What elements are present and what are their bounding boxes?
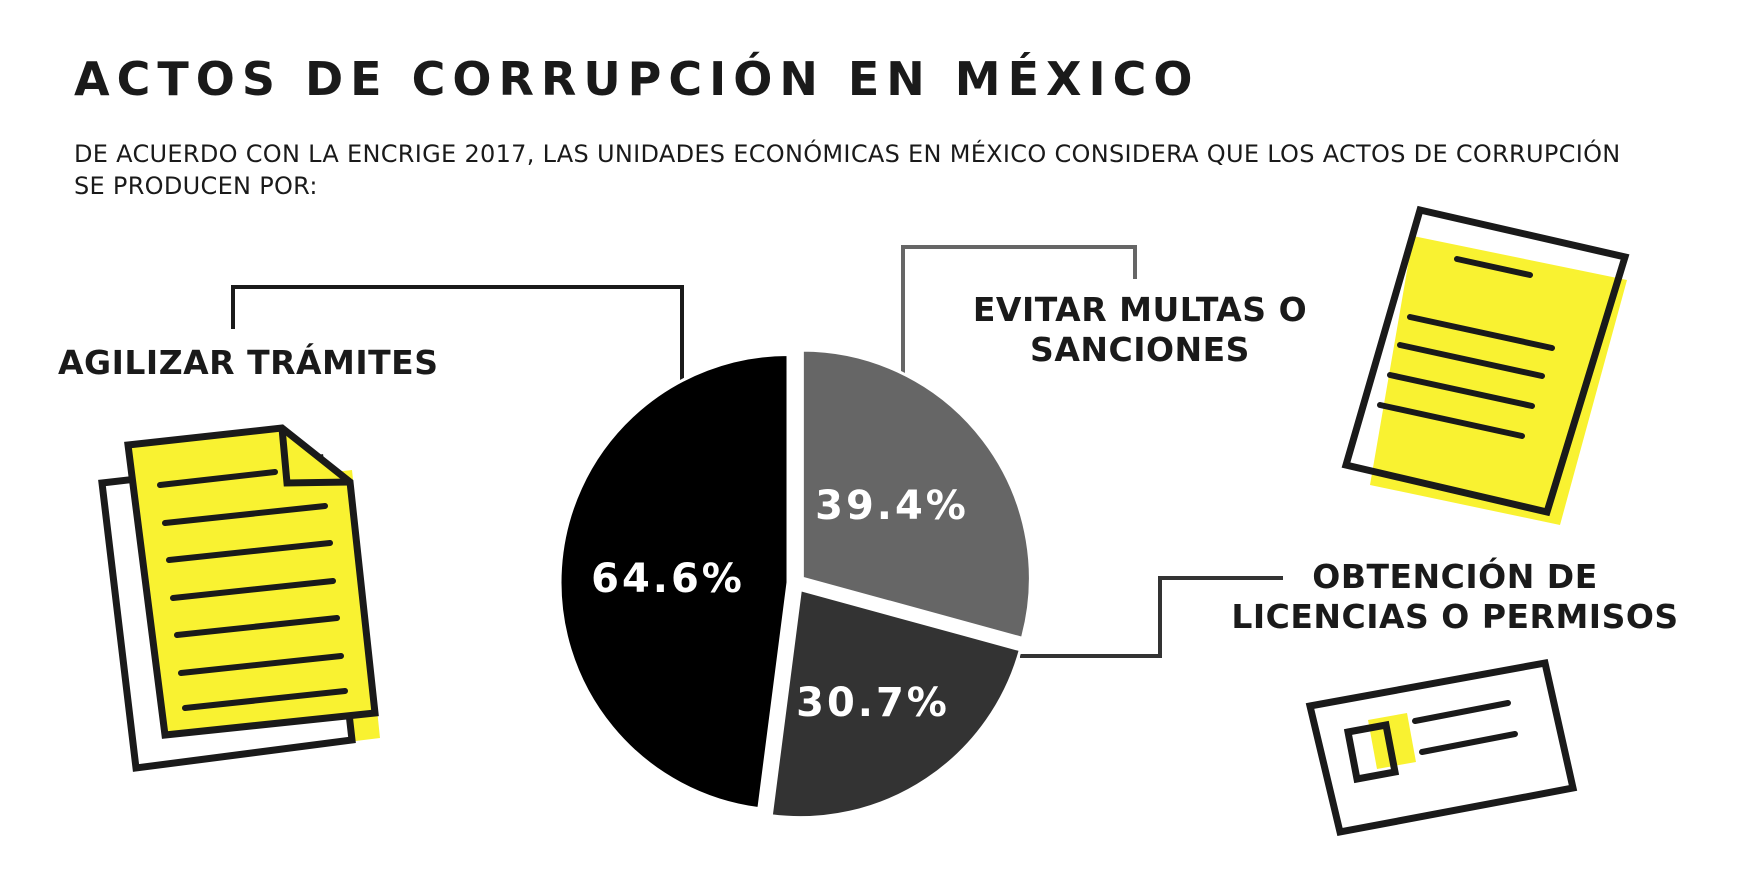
leader-line-obtencion — [1020, 576, 1283, 658]
label-evitar-multas: EVITAR MULTAS O SANCIONES — [960, 290, 1320, 370]
label-evitar-line-2: SANCIONES — [1030, 330, 1250, 369]
label-evitar-line-1: EVITAR MULTAS O — [972, 290, 1308, 329]
pie-slice-evitar — [800, 348, 1032, 641]
leader-line-agilizar — [231, 285, 684, 390]
pie-chart: 64.6% 39.4% 30.7% — [558, 348, 1032, 820]
label-obtencion-line-1: OBTENCIÓN DE — [1312, 557, 1598, 596]
id-card-icon — [1305, 658, 1578, 837]
stacked-documents-icon — [98, 424, 380, 772]
pie-slice-agilizar — [558, 352, 790, 811]
pie-label-obtencion: 30.7% — [796, 680, 950, 726]
label-agilizar-tramites: AGILIZAR TRÁMITES — [58, 343, 439, 382]
document-icon — [1341, 205, 1630, 525]
page-title: ACTOS DE CORRUPCIÓN EN MÉXICO — [74, 52, 1200, 106]
pie-label-evitar: 39.4% — [815, 483, 969, 529]
pie-label-agilizar: 64.6% — [591, 556, 745, 602]
pie-slice-obtencion — [769, 587, 1023, 820]
leader-line-evitar — [901, 245, 1137, 378]
page-subtitle: DE ACUERDO CON LA ENCRIGE 2017, LAS UNID… — [74, 140, 1621, 200]
label-obtencion-licencias: OBTENCIÓN DE LICENCIAS O PERMISOS — [1225, 557, 1685, 637]
label-obtencion-line-2: LICENCIAS O PERMISOS — [1231, 597, 1679, 636]
